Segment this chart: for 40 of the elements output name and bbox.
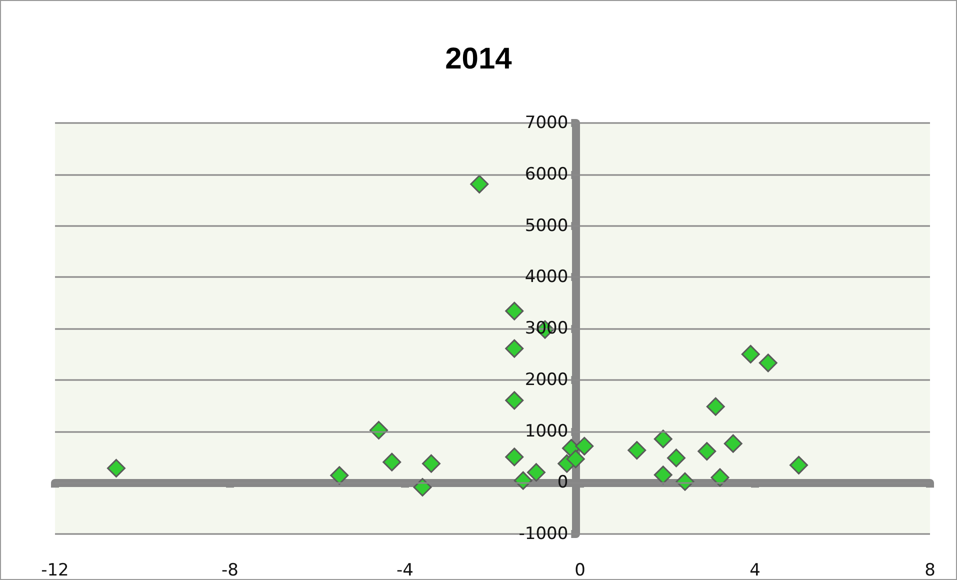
point (330, 466, 349, 485)
point (741, 344, 760, 364)
point (654, 466, 672, 484)
point (413, 478, 432, 496)
y-tick-label: 2000 (524, 370, 568, 390)
x-tick-label: 0 (574, 560, 586, 580)
y-tick-label: 7000 (524, 113, 568, 133)
y-tick-label: 4000 (524, 267, 568, 288)
x-tick-label: 4 (750, 560, 760, 580)
point (698, 442, 716, 461)
point (505, 448, 524, 466)
y-tick-label: 6000 (524, 164, 568, 184)
point (382, 452, 402, 472)
y-tick-label: 5000 (524, 216, 568, 236)
point (790, 456, 808, 474)
point (667, 448, 686, 468)
point (575, 436, 594, 456)
point (527, 463, 546, 482)
x-tick-label: 8 (924, 560, 936, 580)
x-tick-label: -4 (396, 560, 414, 580)
x-tick-label: -8 (222, 560, 238, 580)
y-tick-label: 3000 (524, 318, 568, 338)
point (566, 450, 585, 468)
point (758, 354, 778, 372)
point (505, 302, 524, 320)
y-tick-label: 1000 (524, 421, 568, 442)
point (628, 441, 646, 460)
point (107, 458, 126, 478)
point (505, 391, 524, 410)
point (724, 434, 742, 453)
point (370, 420, 388, 440)
chart-title: 2014 (445, 42, 512, 76)
point (706, 397, 725, 416)
point (470, 174, 489, 194)
y-tick-label: -1000 (518, 524, 568, 544)
x-tick-label: -12 (41, 560, 69, 580)
point (422, 454, 440, 473)
point (710, 468, 730, 487)
point (505, 339, 524, 358)
point (654, 430, 672, 448)
